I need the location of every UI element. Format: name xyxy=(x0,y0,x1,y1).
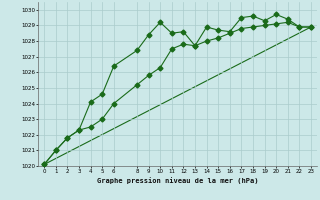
X-axis label: Graphe pression niveau de la mer (hPa): Graphe pression niveau de la mer (hPa) xyxy=(97,177,258,184)
